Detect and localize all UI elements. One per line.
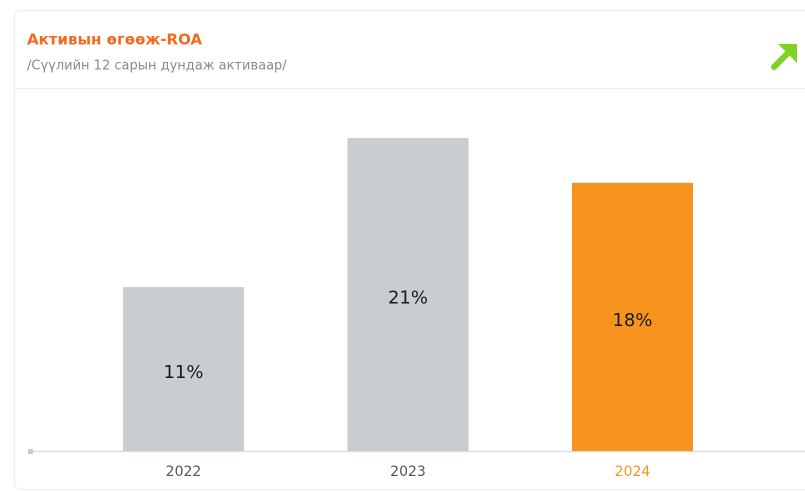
bar bbox=[572, 182, 693, 452]
trend-arrow-icon bbox=[771, 44, 797, 70]
bar-value-label: 11% bbox=[163, 362, 203, 383]
x-tick-label: 2024 bbox=[615, 464, 651, 480]
bar bbox=[123, 287, 244, 451]
chart-subtitle: /Сүүлийн 12 сарын дундаж активаар/ bbox=[27, 59, 287, 74]
bar-value-label: 18% bbox=[612, 310, 652, 331]
axis-origin-marker bbox=[28, 449, 33, 454]
x-tick-label: 2022 bbox=[166, 464, 202, 480]
bar-value-label: 21% bbox=[388, 288, 428, 309]
bar bbox=[347, 138, 469, 451]
chart-title: Активын өгөөж-ROA bbox=[27, 31, 202, 49]
x-tick-label: 2023 bbox=[390, 464, 426, 480]
